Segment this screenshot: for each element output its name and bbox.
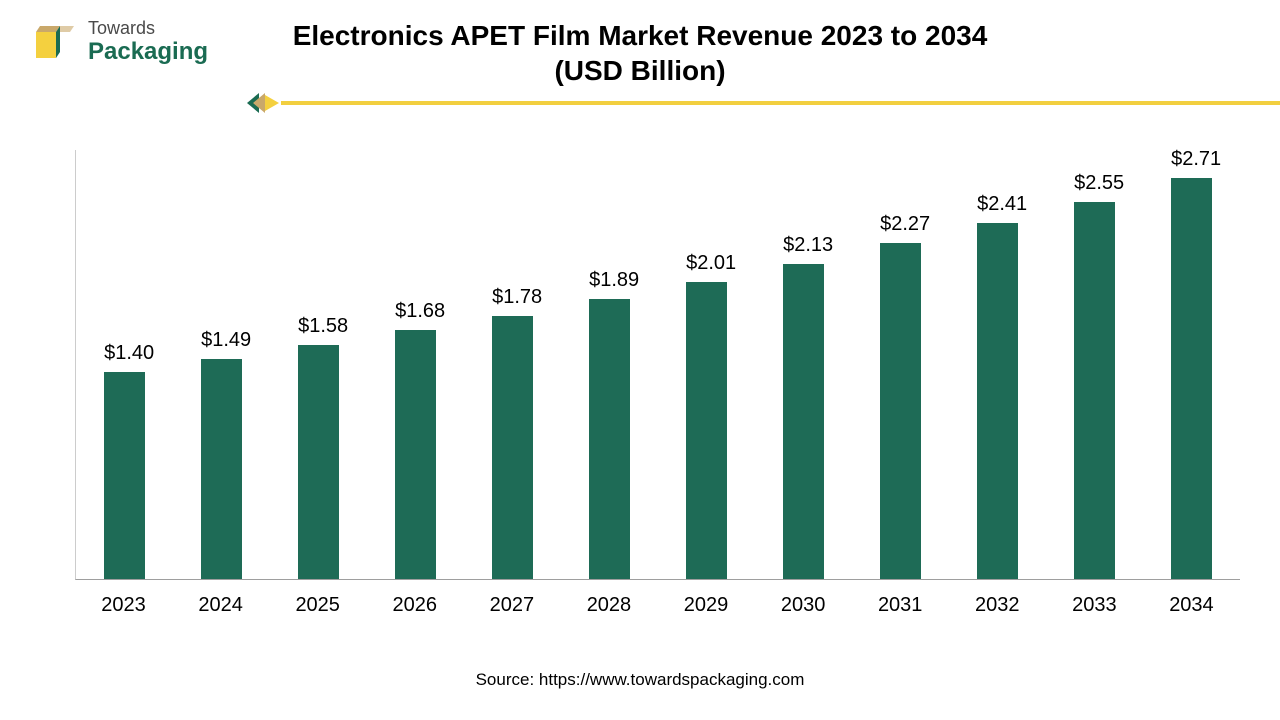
bar: $2.55 — [1074, 202, 1115, 579]
x-axis-label: 2029 — [658, 594, 755, 617]
x-axis-label: 2032 — [949, 594, 1046, 617]
bar: $2.27 — [880, 243, 921, 579]
bar: $1.40 — [104, 372, 145, 579]
bar: $1.58 — [298, 345, 339, 579]
bar-value-label: $1.68 — [395, 300, 436, 323]
x-axis-label: 2024 — [172, 594, 269, 617]
x-axis-label: 2030 — [755, 594, 852, 617]
divider-line — [281, 101, 1280, 105]
bar: $2.71 — [1171, 178, 1212, 579]
x-axis-label: 2023 — [75, 594, 172, 617]
source-text: Source: https://www.towardspackaging.com — [0, 670, 1280, 690]
bar: $2.01 — [686, 282, 727, 579]
title-line-1: Electronics APET Film Market Revenue 202… — [0, 18, 1280, 53]
x-axis-label: 2028 — [560, 594, 657, 617]
x-axis-label: 2031 — [852, 594, 949, 617]
bar-chart: $1.40 $1.49 $1.58 $1.68 $1.78 $1.89 $2.01 $2.13… — [75, 150, 1240, 620]
bar-value-label: $2.27 — [880, 213, 921, 236]
bar: $1.68 — [395, 330, 436, 579]
bar-value-label: $2.41 — [977, 193, 1018, 216]
x-axis-label: 2025 — [269, 594, 366, 617]
x-axis-label: 2026 — [366, 594, 463, 617]
x-axis-labels: 2023202420252026202720282029203020312032… — [75, 584, 1240, 620]
bar-value-label: $1.58 — [298, 315, 339, 338]
bar-value-label: $1.78 — [492, 286, 533, 309]
x-axis-label: 2033 — [1046, 594, 1143, 617]
bar-value-label: $1.49 — [201, 329, 242, 352]
bar-value-label: $1.40 — [104, 342, 145, 365]
bar: $1.49 — [201, 359, 242, 579]
bar-value-label: $2.13 — [783, 234, 824, 257]
x-axis-label: 2034 — [1143, 594, 1240, 617]
bar-value-label: $2.01 — [686, 252, 727, 275]
bar: $1.78 — [492, 316, 533, 579]
bar-value-label: $1.89 — [589, 269, 630, 292]
plot-area: $1.40 $1.49 $1.58 $1.68 $1.78 $1.89 $2.01 $2.13… — [75, 150, 1240, 580]
divider — [245, 92, 1280, 114]
divider-icon — [245, 89, 281, 117]
title-line-2: (USD Billion) — [0, 53, 1280, 88]
bar-value-label: $2.55 — [1074, 172, 1115, 195]
bar: $2.13 — [783, 264, 824, 579]
bar: $1.89 — [589, 299, 630, 579]
chart-title: Electronics APET Film Market Revenue 202… — [0, 18, 1280, 88]
header: Towards Packaging Electronics APET Film … — [0, 0, 1280, 66]
bar-value-label: $2.71 — [1171, 148, 1212, 171]
x-axis-label: 2027 — [463, 594, 560, 617]
bar: $2.41 — [977, 223, 1018, 580]
